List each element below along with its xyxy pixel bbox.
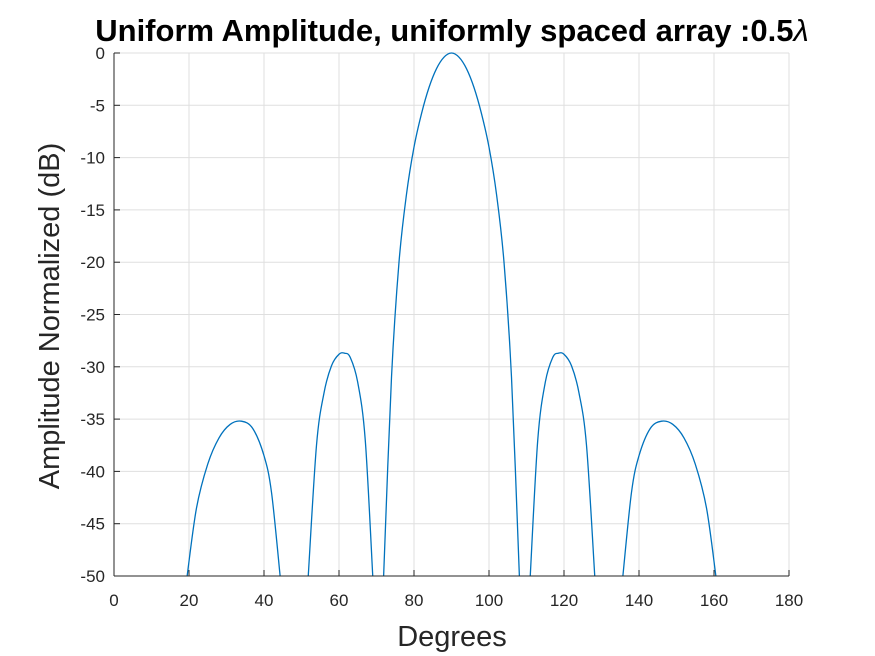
y-tick-label: -5: [90, 96, 105, 115]
grid: [113, 52, 790, 577]
x-tick-label: 180: [775, 591, 803, 610]
x-tick-label: 100: [475, 591, 503, 610]
x-axis-label: Degrees: [397, 621, 507, 653]
y-tick-label: 0: [96, 44, 105, 63]
x-tick-label: 0: [109, 591, 118, 610]
y-tick-label: -45: [80, 515, 105, 534]
y-axis-label: Amplitude Normalized (dB): [34, 143, 66, 490]
y-tick-label: -15: [80, 201, 105, 220]
y-tick-label: -10: [80, 149, 105, 168]
plot-lines: [186, 52, 717, 577]
chart-title: Uniform Amplitude, uniformly spaced arra…: [95, 13, 809, 48]
series-line-lobe-5: [622, 420, 717, 577]
axes: [113, 52, 790, 577]
chart-title-text: Uniform Amplitude, uniformly spaced arra…: [95, 13, 793, 48]
y-tick-label: -25: [80, 306, 105, 325]
x-tick-labels: 0 20 40 60 80 100 120 140 160 180: [109, 591, 803, 610]
x-tick-label: 40: [255, 591, 274, 610]
y-tick-labels: 0 -5 -10 -15 -20 -25 -30 -35 -40 -45 -50: [80, 44, 105, 586]
y-tick-label: -35: [80, 410, 105, 429]
y-tick-label: -40: [80, 462, 105, 481]
x-tick-label: 20: [180, 591, 199, 610]
y-tick-label: -30: [80, 358, 105, 377]
series-line-lobe-2: [307, 352, 374, 577]
x-tick-label: 160: [700, 591, 728, 610]
series-line-lobe-4: [529, 352, 596, 577]
series-line-lobe-3: [382, 52, 521, 577]
x-tick-label: 120: [550, 591, 578, 610]
y-tick-label: -20: [80, 253, 105, 272]
chart-title-lambda: λ: [791, 13, 808, 48]
y-tick-label: -50: [80, 567, 105, 586]
x-tick-label: 140: [625, 591, 653, 610]
x-tick-label: 60: [330, 591, 349, 610]
x-tick-label: 80: [405, 591, 424, 610]
series-line-lobe-1: [186, 420, 281, 577]
